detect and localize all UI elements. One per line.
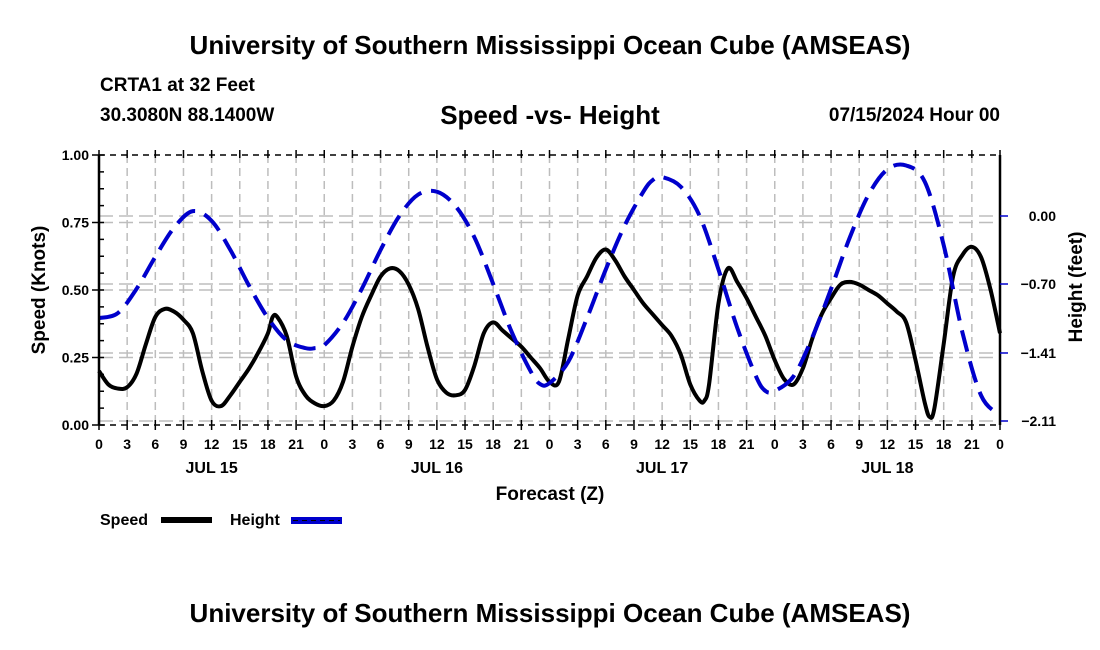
x-tick-label: 18 bbox=[485, 436, 501, 452]
x-tick-label: 18 bbox=[936, 436, 952, 452]
day-label: JUL 18 bbox=[861, 460, 913, 477]
y-tick-label: 0.75 bbox=[62, 215, 89, 231]
bottom-title: University of Southern Mississippi Ocean… bbox=[189, 598, 911, 628]
y-tick-label: 1.00 bbox=[62, 147, 89, 163]
x-tick-label: 12 bbox=[204, 436, 220, 452]
x-tick-label: 21 bbox=[739, 436, 755, 452]
x-tick-label: 0 bbox=[546, 436, 554, 452]
y2-tick-label: −1.41 bbox=[1021, 345, 1057, 361]
x-tick-label: 9 bbox=[630, 436, 638, 452]
x-tick-label: 9 bbox=[405, 436, 413, 452]
y-tick-label: 0.00 bbox=[62, 417, 89, 433]
axes: 0.00 0.25 0.50 0.75 1.00 0.00 −0.70 −1.41 −2.11 0… bbox=[62, 147, 1056, 477]
x-tick-label: 6 bbox=[151, 436, 159, 452]
x-tick-label: 18 bbox=[260, 436, 276, 452]
x-tick-label: 0 bbox=[320, 436, 328, 452]
legend-height-label: Height bbox=[230, 512, 280, 529]
y2-tick-label: −0.70 bbox=[1021, 276, 1057, 292]
x-tick-label: 12 bbox=[880, 436, 896, 452]
y2-axis-label: Height (feet) bbox=[1066, 232, 1087, 343]
x-tick-label: 15 bbox=[682, 436, 698, 452]
y-axis-label: Speed (Knots) bbox=[29, 226, 50, 355]
x-tick-label: 21 bbox=[514, 436, 530, 452]
chart-title: Speed -vs- Height bbox=[440, 100, 660, 130]
coordinates-label: 30.3080N 88.1400W bbox=[100, 105, 275, 126]
series-layer bbox=[97, 162, 1002, 420]
grid bbox=[99, 155, 1000, 425]
legend: Speed Height bbox=[100, 512, 342, 529]
x-tick-label: 21 bbox=[964, 436, 980, 452]
station-label: CRTA1 at 32 Feet bbox=[100, 75, 255, 96]
x-tick-label: 18 bbox=[711, 436, 727, 452]
day-label: JUL 17 bbox=[636, 460, 688, 477]
x-tick-label: 3 bbox=[574, 436, 582, 452]
series-line-speed bbox=[97, 244, 1002, 420]
x-tick-label: 9 bbox=[180, 436, 188, 452]
legend-height-swatch bbox=[291, 517, 342, 524]
x-tick-label: 21 bbox=[288, 436, 304, 452]
x-tick-label: 6 bbox=[827, 436, 835, 452]
x-tick-label: 3 bbox=[799, 436, 807, 452]
x-tick-label: 3 bbox=[349, 436, 357, 452]
x-tick-label: 0 bbox=[95, 436, 103, 452]
x-tick-label: 15 bbox=[232, 436, 248, 452]
axis-labels: Forecast (Z) Speed (Knots) Height (feet) bbox=[29, 226, 1087, 505]
forecast-date: 07/15/2024 Hour 00 bbox=[828, 105, 1000, 126]
x-tick-label: 6 bbox=[377, 436, 385, 452]
series-line-height bbox=[98, 162, 1002, 417]
main-title: University of Southern Mississippi Ocean… bbox=[189, 30, 911, 60]
y-tick-label: 0.50 bbox=[62, 282, 89, 298]
x-tick-label: 0 bbox=[771, 436, 779, 452]
x-tick-label: 9 bbox=[855, 436, 863, 452]
x-tick-label: 12 bbox=[654, 436, 670, 452]
x-axis-label: Forecast (Z) bbox=[496, 484, 605, 505]
legend-speed-label: Speed bbox=[100, 512, 148, 529]
y-tick-label: 0.25 bbox=[62, 350, 89, 366]
y2-tick-label: 0.00 bbox=[1029, 208, 1056, 224]
day-label: JUL 16 bbox=[411, 460, 463, 477]
y2-tick-label: −2.11 bbox=[1021, 413, 1056, 429]
x-tick-label: 15 bbox=[457, 436, 473, 452]
x-tick-label: 6 bbox=[602, 436, 610, 452]
day-label: JUL 15 bbox=[186, 460, 238, 477]
x-tick-label: 0 bbox=[996, 436, 1004, 452]
x-tick-label: 12 bbox=[429, 436, 445, 452]
x-tick-label: 3 bbox=[123, 436, 131, 452]
x-tick-label: 15 bbox=[908, 436, 924, 452]
